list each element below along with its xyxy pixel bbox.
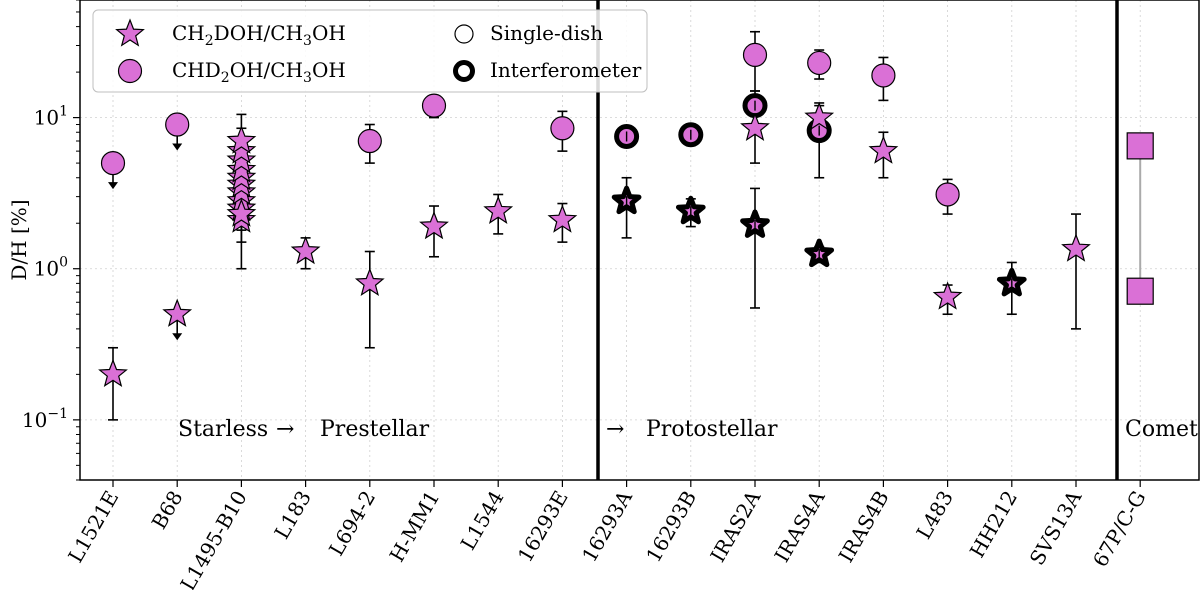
annotations: Starless → Prestellar → Protostellar Com… (178, 417, 1198, 442)
markers (98, 42, 1154, 388)
x-tick-label: L1544 (456, 487, 509, 555)
upper-limit-arrow (172, 333, 183, 341)
legend-label-single-dish: Single-dish (490, 21, 603, 45)
data-layer (98, 30, 1154, 421)
star-marker (354, 267, 385, 297)
legend-single-dish-icon (454, 24, 474, 44)
annotation-starless: Starless (178, 417, 268, 442)
square-marker (1126, 132, 1154, 160)
y-tick-label: 100 (34, 255, 68, 281)
x-tick-label: B68 (147, 487, 188, 534)
y-axis-label: D/H [%] (7, 199, 31, 280)
circle-marker (871, 63, 896, 88)
x-tick-label: 16293B (641, 487, 701, 567)
x-tick-label: L183 (269, 487, 316, 544)
star-marker (740, 112, 770, 141)
annotation-arrow-2: → (606, 417, 624, 442)
star-marker (226, 135, 257, 164)
x-tick-label: H-MM1 (385, 487, 445, 566)
circle-marker (100, 150, 126, 176)
y-tick-label: 101 (34, 104, 68, 130)
x-tick-label: 67P/C-G (1088, 487, 1151, 571)
annotation-arrow-1: → (276, 417, 294, 442)
legend-box (92, 9, 648, 93)
star-marker (932, 281, 963, 310)
legend-label-ch2doh: CH2DOH/CH3OH (172, 21, 346, 49)
x-tick-label: IRAS4B (834, 487, 894, 567)
circle-marker (421, 93, 447, 118)
x-tick-label: L483 (911, 487, 958, 544)
circle-marker (550, 116, 575, 141)
star-marker (804, 101, 835, 131)
star-marker (226, 154, 257, 183)
star-marker (98, 358, 128, 388)
circle-marker (357, 128, 382, 154)
x-tick-label: IRAS4A (770, 486, 830, 566)
upper-limit-arrow (172, 143, 183, 151)
y-tick-label: 10−1 (22, 406, 68, 432)
x-tick-label: L694-2 (324, 487, 380, 560)
annotation-prestellar: Prestellar (320, 417, 430, 442)
star-marker (419, 210, 449, 240)
upper-limit-arrow (108, 182, 118, 190)
circle-marker (165, 112, 190, 137)
x-tick-label: SVS13A (1025, 486, 1087, 569)
square-marker (1126, 277, 1154, 305)
star-marker (226, 144, 257, 174)
star-marker (483, 195, 514, 224)
legend-interferometer-icon (453, 60, 475, 82)
star-marker (1061, 233, 1091, 262)
legend-label-chd2oh: CHD2OH/CH3OH (172, 58, 346, 86)
star-marker (226, 198, 257, 227)
circle-marker (807, 50, 832, 76)
legend-star-icon (115, 18, 145, 47)
x-tick-label: 16293E (513, 487, 573, 567)
circle-marker (935, 182, 960, 207)
star-marker (226, 125, 257, 154)
legend-circle-icon (117, 58, 143, 84)
star-marker (290, 235, 321, 265)
legend: CH2DOH/CH3OH CHD2OH/CH3OH Single-dish In… (92, 9, 648, 93)
star-marker (162, 298, 193, 327)
x-tick-label: L1521E (63, 487, 123, 567)
x-tick-label: HH212 (965, 487, 1022, 562)
plot-frame (79, 0, 1200, 481)
star-marker (868, 135, 899, 164)
legend-label-interferometer: Interferometer (490, 58, 642, 82)
annotation-protostellar: Protostellar (646, 417, 778, 442)
star-marker (547, 204, 578, 233)
circle-marker (742, 42, 768, 67)
x-tick-label: L1495-B10 (175, 487, 251, 590)
annotation-comet: Comet (1125, 417, 1198, 442)
dividers (596, 0, 1119, 480)
legend-markers (115, 18, 475, 84)
x-tick-label: 16293A (577, 486, 637, 566)
x-tick-label: IRAS2A (705, 486, 765, 566)
